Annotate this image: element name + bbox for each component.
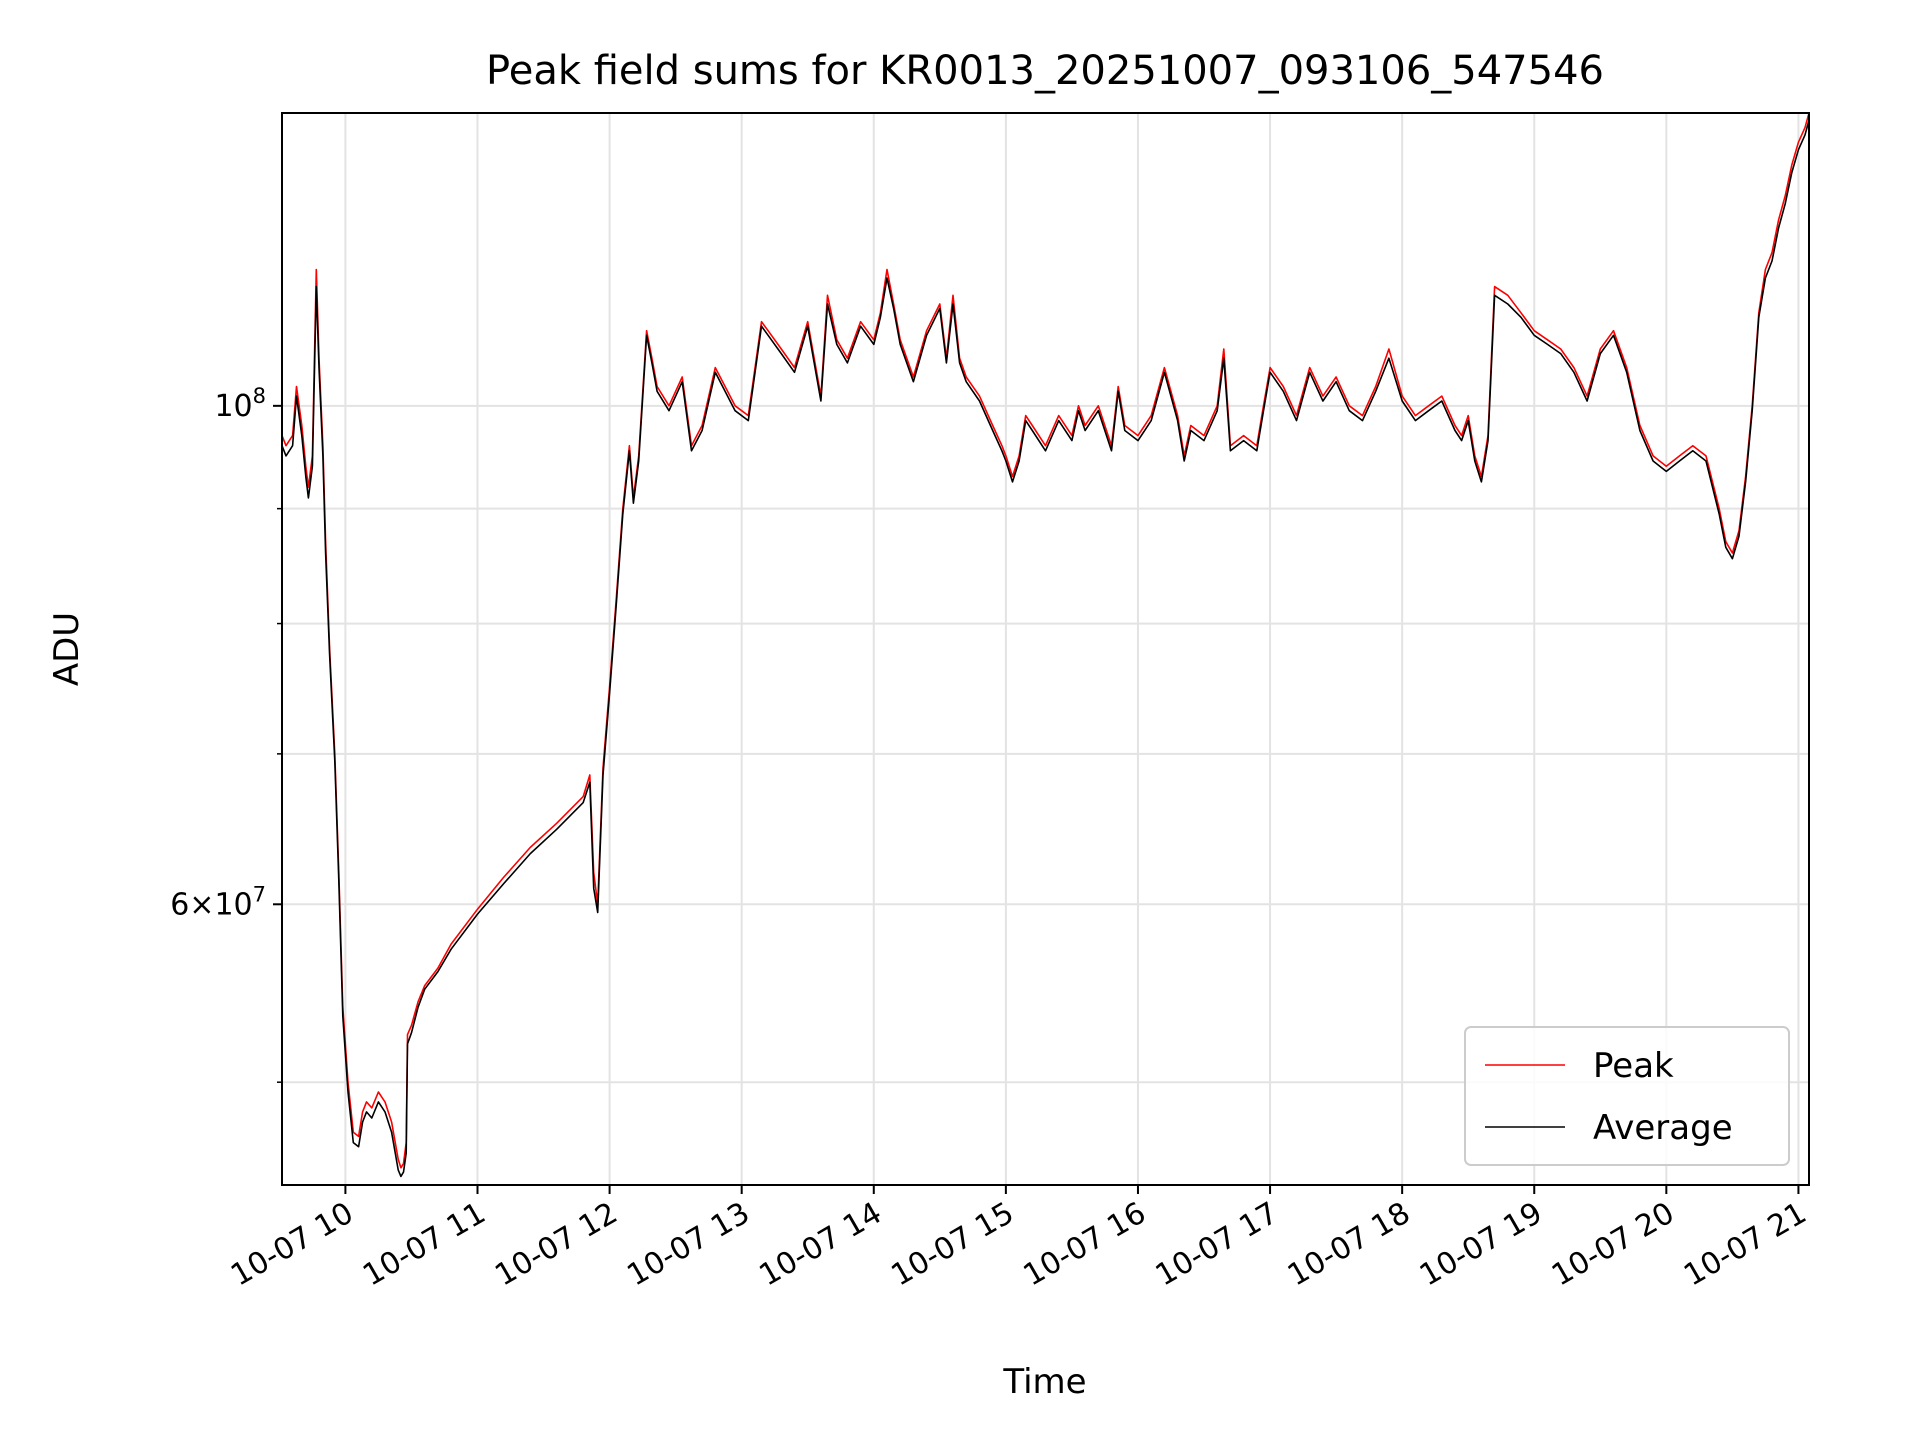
y-axis-label: ADU: [47, 612, 87, 686]
y-axis: 6×107 108: [170, 384, 282, 1083]
series-line-average: [282, 120, 1809, 1178]
legend-label-average: Average: [1593, 1108, 1733, 1148]
legend-label-peak: Peak: [1593, 1046, 1674, 1086]
series-layer: [282, 113, 1809, 1178]
legend-box: [1464, 1026, 1790, 1166]
y-tick-label: 6×107: [170, 882, 266, 922]
x-axis-label: Time: [1002, 1362, 1086, 1402]
series-line-peak: [282, 113, 1809, 1169]
legend: Peak Average: [1464, 1026, 1790, 1166]
grid: [282, 113, 1809, 1185]
plot-frame: [281, 112, 1810, 1186]
chart-title: Peak field sums for KR0013_20251007_0931…: [486, 48, 1604, 94]
y-tick-label: 108: [214, 384, 266, 424]
